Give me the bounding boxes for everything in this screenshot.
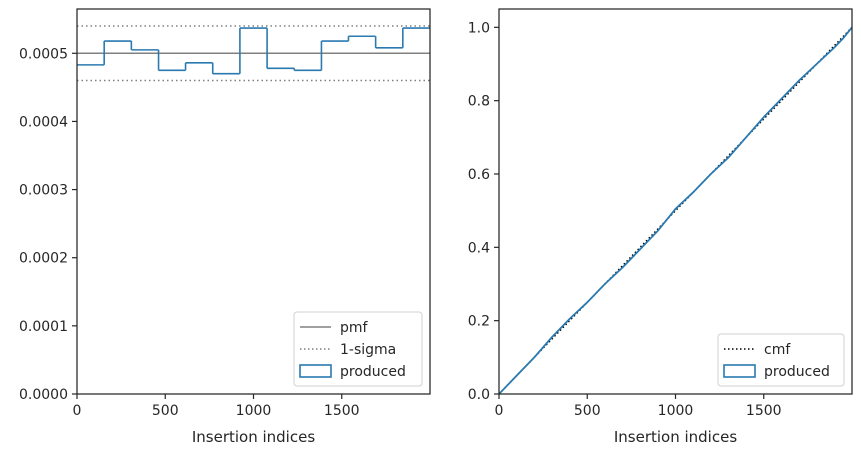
pmf-histogram-panel: 0 500 1000 1500 0.0000 0.0001 0.0002 0.0003 0.00…	[19, 8, 431, 446]
y-tick-label: 0.0004	[19, 114, 68, 130]
y-tick-label: 0.8	[468, 94, 490, 110]
p0-plot-area	[77, 25, 430, 82]
y-tick-label: 0.0000	[19, 387, 68, 403]
y-tick-label: 0.4	[468, 240, 490, 256]
legend-swatch-produced	[723, 364, 756, 378]
legend-label: 1-sigma	[340, 342, 396, 358]
y-tick-label: 0.0	[468, 387, 490, 403]
series-produced-line	[498, 26, 853, 395]
legend-label: pmf	[340, 320, 369, 336]
y-tick-label: 0.0002	[19, 251, 68, 267]
p0-legend: pmf 1-sigma produced	[293, 311, 423, 387]
x-tick-label: 1500	[324, 403, 360, 419]
x-axis-label: Insertion indices	[192, 428, 315, 446]
x-tick-label: 0	[73, 403, 82, 419]
x-tick-label: 1000	[236, 403, 272, 419]
legend-swatch-produced	[299, 364, 332, 378]
legend-label: produced	[340, 364, 406, 380]
x-tick-label: 0	[495, 403, 504, 419]
p0-axes: 0 500 1000 1500 0.0000 0.0001 0.0002 0.0003 0.00…	[19, 8, 431, 446]
y-tick-label: 0.0003	[19, 183, 68, 199]
cmf-panel: 0 500 1000 1500 0.0 0.2 0.4 0.6 0.8 1.0 Insertion …	[468, 8, 853, 446]
x-axis-label: Insertion indices	[614, 428, 737, 446]
legend-box	[293, 311, 423, 387]
x-tick-label: 1000	[658, 403, 694, 419]
x-tick-label: 500	[574, 403, 601, 419]
y-tick-label: 0.2	[468, 314, 490, 330]
x-tick-label: 1500	[746, 403, 782, 419]
legend-box	[717, 333, 845, 387]
series-cmf-line	[498, 26, 853, 395]
legend-label: produced	[764, 364, 830, 380]
x-tick-label: 500	[152, 403, 179, 419]
y-tick-label: 0.0005	[19, 46, 68, 62]
legend-label: cmf	[764, 342, 791, 358]
p1-legend: cmf produced	[717, 333, 845, 387]
y-tick-label: 0.6	[468, 167, 490, 183]
p1-plot-area	[498, 26, 853, 395]
y-tick-label: 0.0001	[19, 319, 68, 335]
y-tick-label: 1.0	[468, 20, 490, 36]
p1-axes: 0 500 1000 1500 0.0 0.2 0.4 0.6 0.8 1.0 Insertion …	[468, 8, 853, 446]
